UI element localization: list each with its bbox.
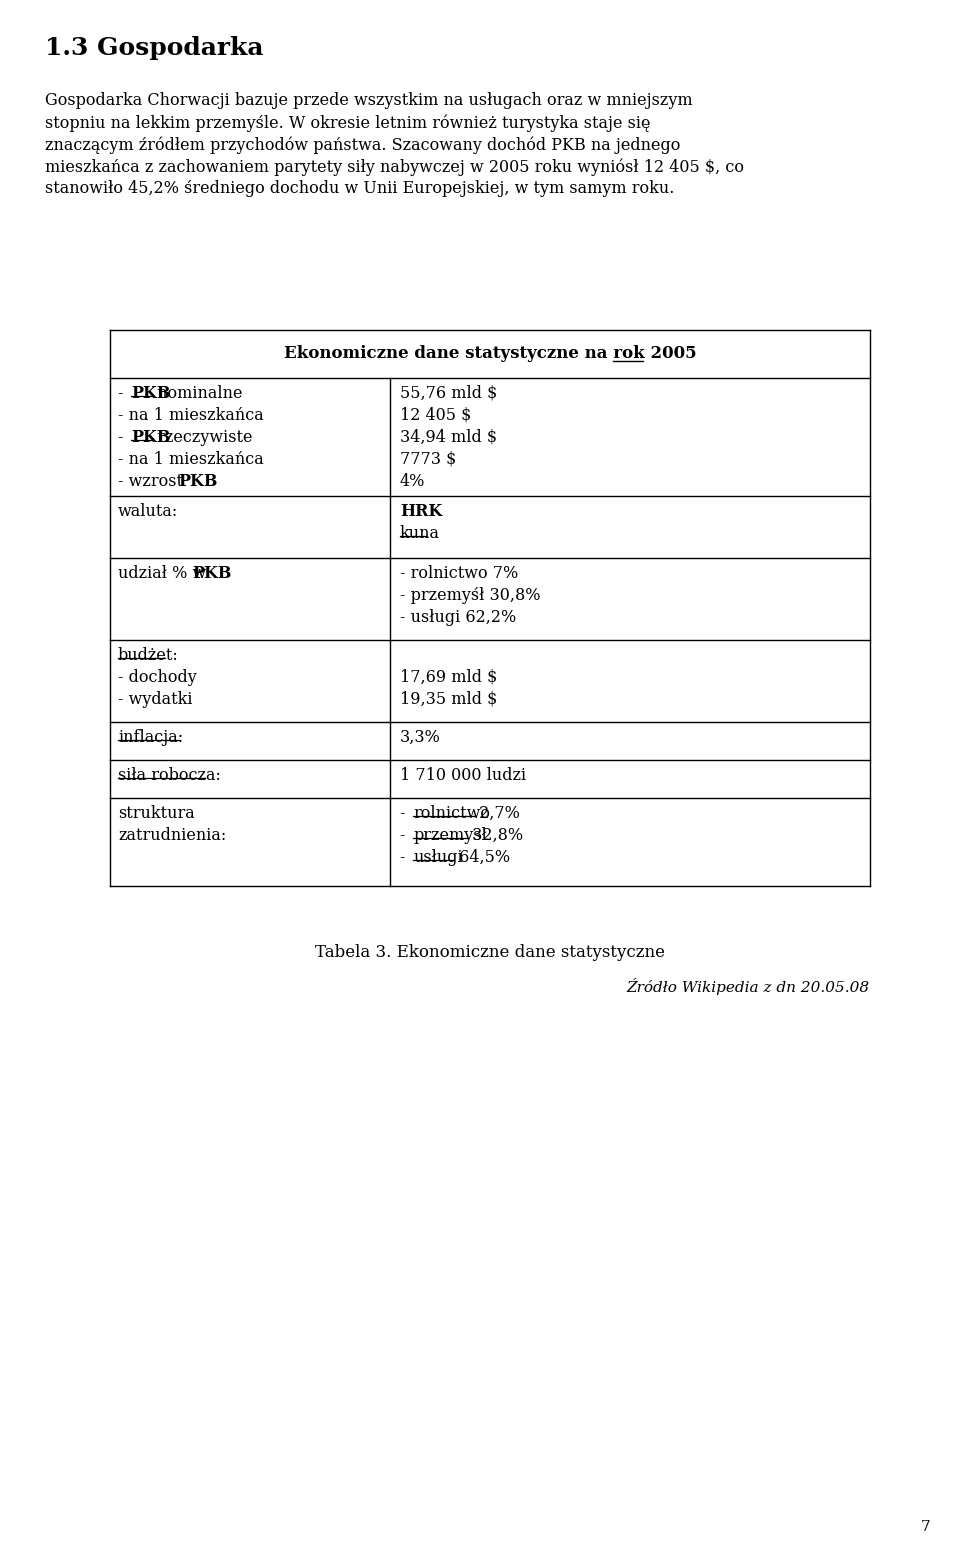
Text: 64,5%: 64,5% — [454, 849, 510, 866]
Text: - dochody: - dochody — [118, 669, 197, 686]
Text: - wzrost: - wzrost — [118, 473, 188, 490]
Text: -: - — [400, 849, 411, 866]
Text: Ekonomiczne dane statystyczne na rok 2005: Ekonomiczne dane statystyczne na rok 200… — [284, 345, 696, 362]
Text: 32,8%: 32,8% — [468, 827, 523, 844]
Text: - rolnictwo 7%: - rolnictwo 7% — [400, 564, 518, 581]
Text: PKB: PKB — [132, 428, 171, 445]
Text: stanowiło 45,2% średniego dochodu w Unii Europejskiej, w tym samym roku.: stanowiło 45,2% średniego dochodu w Unii… — [45, 179, 674, 196]
Text: zatrudnienia:: zatrudnienia: — [118, 827, 227, 844]
Text: struktura: struktura — [118, 805, 195, 822]
Text: rzeczywiste: rzeczywiste — [152, 428, 252, 445]
Text: - na 1 mieszkańca: - na 1 mieszkańca — [118, 407, 264, 424]
Text: 7: 7 — [921, 1520, 930, 1534]
Text: Gospodarka Chorwacji bazuje przede wszystkim na usługach oraz w mniejszym: Gospodarka Chorwacji bazuje przede wszys… — [45, 93, 692, 110]
Text: - usługi 62,2%: - usługi 62,2% — [400, 609, 516, 626]
Text: rolnictwo: rolnictwo — [414, 805, 491, 822]
Text: HRK: HRK — [400, 502, 443, 519]
Text: 1.3 Gospodarka: 1.3 Gospodarka — [45, 36, 263, 60]
Text: -: - — [118, 385, 129, 402]
Text: inflacja:: inflacja: — [118, 730, 183, 747]
Text: stopniu na lekkim przemyśle. W okresie letnim również turystyka staje się: stopniu na lekkim przemyśle. W okresie l… — [45, 114, 651, 131]
Text: 4%: 4% — [400, 473, 425, 490]
Text: PKB: PKB — [132, 385, 171, 402]
Text: 1 710 000 ludzi: 1 710 000 ludzi — [400, 767, 526, 784]
Text: -: - — [400, 805, 411, 822]
Text: kuna: kuna — [400, 526, 440, 543]
Text: udział % w: udział % w — [118, 564, 211, 581]
Text: - przemyśł 30,8%: - przemyśł 30,8% — [400, 587, 540, 604]
Text: 12 405 $: 12 405 $ — [400, 407, 471, 424]
Text: -: - — [118, 428, 129, 445]
Text: przemysł: przemysł — [414, 827, 488, 844]
Text: siła robocza:: siła robocza: — [118, 767, 221, 784]
Text: Tabela 3. Ekonomiczne dane statystyczne: Tabela 3. Ekonomiczne dane statystyczne — [315, 945, 665, 962]
Text: PKB: PKB — [192, 564, 231, 581]
Text: znaczącym źródłem przychodów państwa. Szacowany dochód PKB na jednego: znaczącym źródłem przychodów państwa. Sz… — [45, 136, 681, 153]
Text: waluta:: waluta: — [118, 502, 179, 519]
Text: -: - — [400, 827, 411, 844]
Text: usługi: usługi — [414, 849, 463, 866]
Text: 3,3%: 3,3% — [400, 730, 441, 747]
Text: - wydatki: - wydatki — [118, 691, 193, 708]
Text: PKB: PKB — [179, 473, 218, 490]
Text: budżet:: budżet: — [118, 646, 179, 663]
Text: 7773 $: 7773 $ — [400, 451, 456, 468]
Text: mieszkańca z zachowaniem parytety siły nabywczej w 2005 roku wyniósł 12 405 $, c: mieszkańca z zachowaniem parytety siły n… — [45, 158, 744, 176]
Text: 17,69 mld $: 17,69 mld $ — [400, 669, 497, 686]
Text: Źródło Wikipedia z dn 20.05.08: Źródło Wikipedia z dn 20.05.08 — [627, 979, 870, 996]
Text: 34,94 mld $: 34,94 mld $ — [400, 428, 497, 445]
Text: 55,76 mld $: 55,76 mld $ — [400, 385, 497, 402]
Text: 19,35 mld $: 19,35 mld $ — [400, 691, 497, 708]
Text: nominalne: nominalne — [152, 385, 242, 402]
Text: - na 1 mieszkańca: - na 1 mieszkańca — [118, 451, 264, 468]
Text: 2,7%: 2,7% — [474, 805, 520, 822]
